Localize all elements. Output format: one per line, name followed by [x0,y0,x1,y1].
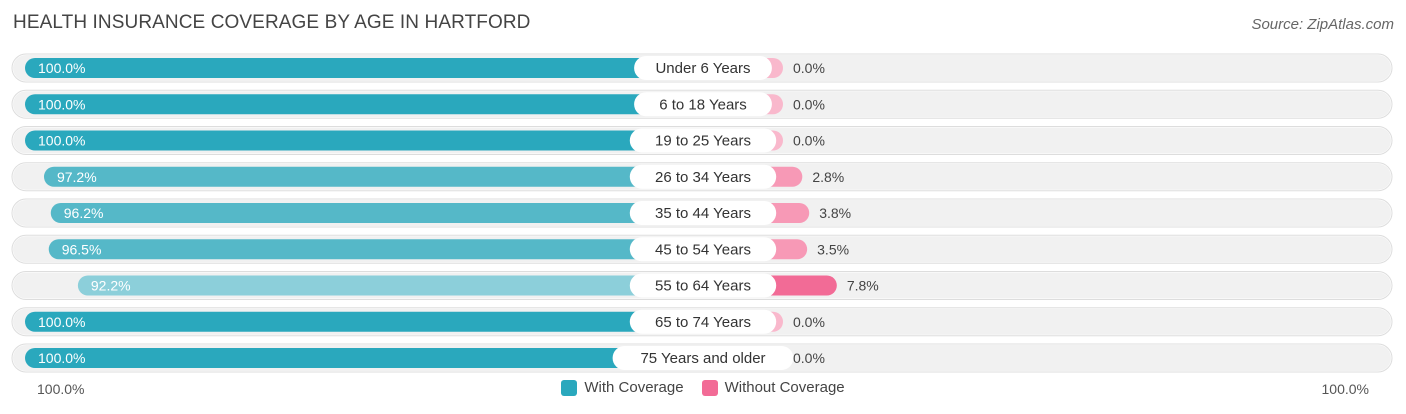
category-pill-75-years-and-older [612,346,794,370]
category-pill-45-to-54-years [629,237,777,262]
chart-plot: 100.0% 0.0% Under 6 Years 100.0% 0.0% 6 to 18… [11,53,1393,373]
legend-item-without-coverage[interactable]: Without Coverage [701,379,845,396]
bar-with-coverage-65-to-74-years[interactable] [25,311,713,332]
bar-label-without-coverage-75-years-and-older: 0.0% [793,350,825,366]
bar-label-with-coverage-under-6-years: 100.0% [38,60,85,76]
bar-with-coverage-under-6-years[interactable] [25,58,713,78]
category-label-under-6-years: Under 6 Years [655,60,750,77]
bar-label-with-coverage-35-to-44-years: 96.2% [64,205,104,221]
bar-label-without-coverage-35-to-44-years: 3.8% [819,205,851,221]
category-label-65-to-74-years: 65 to 74 Years [655,314,751,331]
bar-label-with-coverage-6-to-18-years: 100.0% [38,96,85,112]
bar-label-without-coverage-6-to-18-years: 0.0% [793,96,825,112]
bar-label-without-coverage-under-6-years: 0.0% [793,60,825,76]
category-pill-26-to-34-years [629,164,777,189]
category-label-45-to-54-years: 45 to 54 Years [655,241,751,258]
legend: With Coverage Without Coverage [0,379,1406,396]
category-label-55-to-64-years: 55 to 64 Years [655,278,751,295]
axis-right-label: 100.0% [1321,381,1369,397]
category-pill-6-to-18-years [634,92,772,117]
category-pill-65-to-74-years [629,309,777,334]
legend-label-with-coverage: With Coverage [584,379,684,396]
legend-swatch-with-coverage [561,379,578,396]
bar-with-coverage-26-to-34-years[interactable] [43,166,713,187]
legend-swatch-without-coverage [701,379,718,396]
category-pill-19-to-25-years [629,128,777,153]
bar-label-with-coverage-55-to-64-years: 92.2% [91,278,131,294]
bar-label-with-coverage-65-to-74-years: 100.0% [38,314,85,330]
category-label-26-to-34-years: 26 to 34 Years [655,169,751,186]
chart-title: HEALTH INSURANCE COVERAGE BY AGE IN HART… [13,12,531,33]
bar-label-with-coverage-26-to-34-years: 97.2% [57,169,97,185]
category-label-75-years-and-older: 75 Years and older [640,350,765,367]
category-label-35-to-44-years: 35 to 44 Years [655,205,751,222]
category-label-6-to-18-years: 6 to 18 Years [659,96,747,113]
bar-with-coverage-19-to-25-years[interactable] [25,130,713,151]
bar-with-coverage-35-to-44-years[interactable] [50,203,714,223]
bar-label-with-coverage-45-to-54-years: 96.5% [62,241,102,257]
bar-with-coverage-75-years-and-older[interactable] [25,348,713,368]
legend-label-without-coverage: Without Coverage [724,379,845,396]
source-label: Source: ZipAtlas.com [1251,16,1394,33]
bar-label-without-coverage-45-to-54-years: 3.5% [817,241,849,257]
legend-item-with-coverage[interactable]: With Coverage [561,379,684,396]
bar-with-coverage-6-to-18-years[interactable] [25,94,713,115]
bar-label-with-coverage-19-to-25-years: 100.0% [38,133,85,149]
category-label-19-to-25-years: 19 to 25 Years [655,133,751,150]
bar-label-without-coverage-26-to-34-years: 2.8% [812,169,844,185]
axis-left-label: 100.0% [37,381,85,397]
bar-with-coverage-45-to-54-years[interactable] [48,239,714,260]
category-pill-35-to-44-years [629,201,777,225]
category-pill-55-to-64-years [629,273,777,298]
category-pill-under-6-years [634,56,772,80]
bar-with-coverage-55-to-64-years[interactable] [77,275,713,296]
bar-label-with-coverage-75-years-and-older: 100.0% [38,350,85,366]
bar-label-without-coverage-55-to-64-years: 7.8% [847,278,879,294]
bar-label-without-coverage-19-to-25-years: 0.0% [793,133,825,149]
bar-label-without-coverage-65-to-74-years: 0.0% [793,314,825,330]
